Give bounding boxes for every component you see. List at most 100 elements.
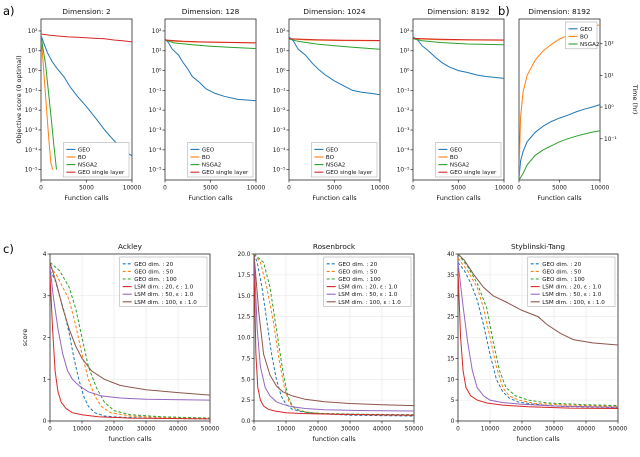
chart-dimension-1024: 0 5000 10000 10² 10¹ 10⁰ 10⁻¹ 10⁻² 10⁻³ 10⁻⁴ 10⁻⁵ D…: [273, 7, 390, 202]
svg-text:LSM dim. : 50, ε : 1.0: LSM dim. : 50, ε : 1.0: [134, 292, 194, 298]
svg-text:0: 0: [39, 186, 43, 192]
svg-text:0: 0: [48, 427, 52, 433]
svg-text:1: 1: [43, 377, 47, 383]
svg-text:0: 0: [252, 427, 256, 433]
svg-text:10⁻⁵: 10⁻⁵: [149, 167, 162, 174]
svg-text:10⁻¹: 10⁻¹: [273, 87, 286, 94]
svg-text:GEO: GEO: [202, 147, 215, 153]
svg-text:7.5: 7.5: [241, 356, 251, 362]
svg-text:GEO single layer: GEO single layer: [202, 170, 249, 176]
svg-text:20000: 20000: [513, 427, 532, 433]
svg-text:10⁻⁴: 10⁻⁴: [273, 147, 286, 154]
svg-text:10⁻¹: 10⁻¹: [604, 136, 617, 143]
svg-text:BO: BO: [202, 155, 211, 161]
chart-dimension-8192: 0 5000 10000 10² 10¹ 10⁰ 10⁻¹ 10⁻² 10⁻³ 10⁻⁴ 10⁻⁵ D…: [397, 7, 514, 202]
svg-text:GEO dim. : 50: GEO dim. : 50: [338, 269, 377, 275]
svg-text:Dimension: 8192: Dimension: 8192: [528, 7, 590, 16]
svg-text:score: score: [21, 329, 29, 346]
svg-text:Function calls: Function calls: [312, 194, 357, 202]
svg-text:Function calls: Function calls: [537, 194, 582, 202]
svg-text:10⁻⁵: 10⁻⁵: [397, 167, 410, 174]
svg-text:10²: 10²: [28, 28, 38, 35]
svg-text:10⁻³: 10⁻³: [273, 127, 286, 134]
svg-text:30: 30: [447, 294, 455, 300]
svg-text:10⁻⁴: 10⁻⁴: [25, 147, 38, 154]
svg-text:10¹: 10¹: [28, 48, 38, 55]
svg-text:17.5: 17.5: [238, 273, 251, 279]
svg-text:LSM dim. : 50, ε : 1.0: LSM dim. : 50, ε : 1.0: [338, 292, 398, 298]
svg-text:10⁻¹: 10⁻¹: [25, 87, 38, 94]
svg-text:10⁰: 10⁰: [400, 68, 410, 75]
svg-text:GEO: GEO: [450, 147, 463, 153]
svg-text:Styblinski-Tang: Styblinski-Tang: [511, 242, 565, 251]
svg-text:10⁰: 10⁰: [28, 68, 38, 75]
svg-text:GEO dim. : 50: GEO dim. : 50: [542, 269, 581, 275]
svg-text:GEO single layer: GEO single layer: [78, 170, 125, 176]
svg-text:10000: 10000: [247, 186, 266, 192]
svg-text:2: 2: [43, 336, 47, 342]
svg-text:10¹: 10¹: [604, 72, 614, 79]
svg-text:BO: BO: [580, 34, 589, 40]
svg-text:10000: 10000: [495, 186, 514, 192]
svg-text:10²: 10²: [400, 28, 410, 35]
svg-text:10000: 10000: [481, 427, 500, 433]
chart-ackley: 0 10000 20000 30000 40000 50000 0 1 2 3 4 Ackley fun…: [21, 242, 220, 443]
svg-text:NSGA2: NSGA2: [202, 163, 221, 169]
svg-text:15: 15: [447, 356, 455, 362]
svg-text:10²: 10²: [152, 28, 162, 35]
svg-text:0: 0: [411, 186, 415, 192]
svg-text:Dimension: 128: Dimension: 128: [182, 7, 240, 16]
svg-text:GEO: GEO: [78, 147, 91, 153]
svg-text:35: 35: [447, 273, 455, 279]
svg-text:40000: 40000: [373, 427, 392, 433]
svg-text:10000: 10000: [371, 186, 390, 192]
svg-text:GEO dim. : 100: GEO dim. : 100: [542, 277, 585, 283]
panel-label-c: c): [3, 242, 14, 256]
svg-text:Function calls: Function calls: [64, 194, 109, 202]
svg-text:5000: 5000: [451, 186, 466, 192]
svg-text:GEO single layer: GEO single layer: [326, 170, 373, 176]
svg-text:10⁻²: 10⁻²: [273, 107, 286, 114]
svg-text:10⁻⁴: 10⁻⁴: [397, 147, 410, 154]
svg-text:30000: 30000: [137, 427, 156, 433]
svg-text:LSM dim. : 100, ε : 1.0: LSM dim. : 100, ε : 1.0: [134, 300, 197, 306]
svg-text:LSM dim. : 100, ε : 1.0: LSM dim. : 100, ε : 1.0: [338, 300, 401, 306]
svg-text:20000: 20000: [309, 427, 328, 433]
svg-text:10⁰: 10⁰: [152, 68, 162, 75]
svg-text:50000: 50000: [201, 427, 220, 433]
svg-text:Objective score (0 optimal): Objective score (0 optimal): [15, 55, 23, 143]
svg-text:50000: 50000: [609, 427, 628, 433]
svg-text:function calls: function calls: [108, 435, 152, 443]
svg-text:10000: 10000: [73, 427, 92, 433]
chart-time-dimension-8192: 0 5000 10000 10² 10¹ 10⁰ 10⁻¹ Dimension: 8192 Fu…: [517, 7, 639, 202]
svg-text:0: 0: [451, 419, 455, 425]
svg-text:LSM dim. : 20, ε : 1.0: LSM dim. : 20, ε : 1.0: [542, 285, 602, 291]
svg-text:function calls: function calls: [516, 435, 560, 443]
svg-text:5000: 5000: [327, 186, 342, 192]
svg-text:10¹: 10¹: [400, 48, 410, 55]
panel-label-b: b): [498, 4, 510, 18]
svg-text:10⁻²: 10⁻²: [25, 107, 38, 114]
panel-label-a: a): [3, 4, 15, 18]
svg-text:10⁻³: 10⁻³: [25, 127, 38, 134]
svg-text:10²: 10²: [276, 28, 286, 35]
svg-text:GEO: GEO: [580, 27, 593, 33]
svg-text:20000: 20000: [105, 427, 124, 433]
svg-text:5.0: 5.0: [241, 377, 251, 383]
svg-text:10: 10: [447, 377, 455, 383]
svg-text:LSM dim. : 50, ε : 1.0: LSM dim. : 50, ε : 1.0: [542, 292, 602, 298]
svg-text:Function calls: Function calls: [188, 194, 233, 202]
svg-text:4: 4: [43, 252, 47, 258]
svg-text:NSGA2: NSGA2: [450, 163, 469, 169]
svg-text:GEO dim. : 20: GEO dim. : 20: [338, 262, 377, 268]
svg-text:GEO dim. : 20: GEO dim. : 20: [542, 262, 581, 268]
svg-text:10.0: 10.0: [238, 336, 251, 342]
svg-text:40: 40: [447, 252, 455, 258]
svg-text:0.0: 0.0: [241, 419, 251, 425]
svg-text:GEO dim. : 100: GEO dim. : 100: [338, 277, 381, 283]
svg-text:3: 3: [43, 294, 47, 300]
svg-text:10⁻²: 10⁻²: [149, 107, 162, 114]
svg-text:Dimension: 1024: Dimension: 1024: [303, 7, 365, 16]
svg-text:NSGA2: NSGA2: [78, 163, 97, 169]
svg-text:Function calls: Function calls: [436, 194, 481, 202]
